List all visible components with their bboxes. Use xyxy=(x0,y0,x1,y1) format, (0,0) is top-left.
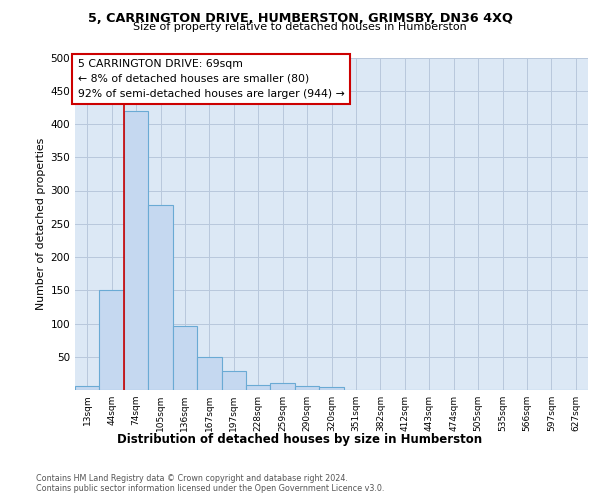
Bar xyxy=(319,386,344,390)
Bar xyxy=(221,372,246,390)
Y-axis label: Number of detached properties: Number of detached properties xyxy=(36,138,46,310)
Text: 5 CARRINGTON DRIVE: 69sqm
← 8% of detached houses are smaller (80)
92% of semi-d: 5 CARRINGTON DRIVE: 69sqm ← 8% of detach… xyxy=(77,59,344,99)
Bar xyxy=(173,326,197,390)
Text: Distribution of detached houses by size in Humberston: Distribution of detached houses by size … xyxy=(118,432,482,446)
Text: Size of property relative to detached houses in Humberston: Size of property relative to detached ho… xyxy=(133,22,467,32)
Text: Contains HM Land Registry data © Crown copyright and database right 2024.: Contains HM Land Registry data © Crown c… xyxy=(36,474,348,483)
Bar xyxy=(197,357,221,390)
Bar xyxy=(100,290,124,390)
Bar xyxy=(124,110,148,390)
Bar xyxy=(75,386,100,390)
Bar xyxy=(148,205,173,390)
Text: Contains public sector information licensed under the Open Government Licence v3: Contains public sector information licen… xyxy=(36,484,385,493)
Text: 5, CARRINGTON DRIVE, HUMBERSTON, GRIMSBY, DN36 4XQ: 5, CARRINGTON DRIVE, HUMBERSTON, GRIMSBY… xyxy=(88,12,512,24)
Bar xyxy=(295,386,319,390)
Bar xyxy=(271,384,295,390)
Bar xyxy=(246,384,271,390)
